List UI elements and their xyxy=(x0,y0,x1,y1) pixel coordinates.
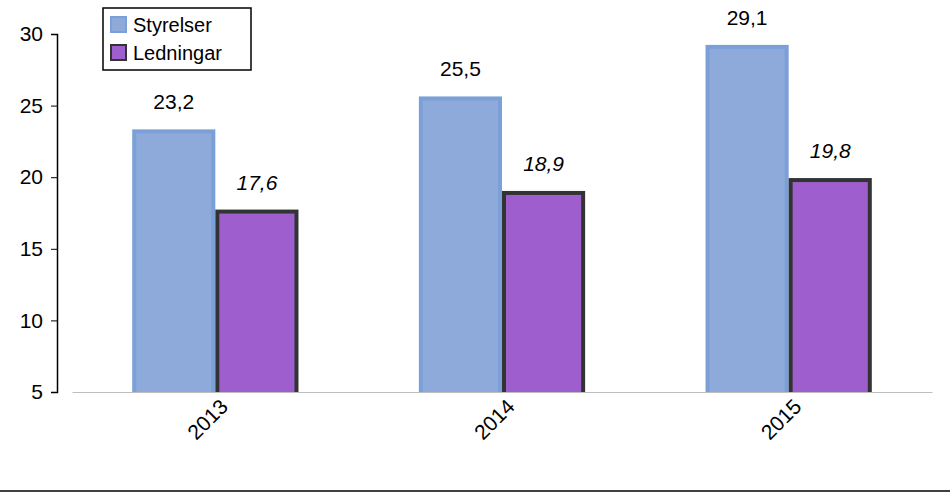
y-tick-mark xyxy=(51,320,57,321)
y-tick-mark xyxy=(51,34,57,35)
data-label: 17,6 xyxy=(236,171,277,194)
x-tick-label: 2013 xyxy=(183,395,232,444)
y-tick: 15 xyxy=(20,237,57,260)
legend-item: Styrelser xyxy=(111,14,212,36)
y-tick: 5 xyxy=(31,380,57,403)
y-tick: 20 xyxy=(20,165,57,188)
bar-series xyxy=(134,47,786,392)
bar xyxy=(217,212,296,392)
bar xyxy=(421,98,500,392)
y-tick-mark xyxy=(51,392,57,393)
y-tick-label: 15 xyxy=(20,237,43,260)
y-tick-label: 20 xyxy=(20,165,43,188)
y-tick-mark xyxy=(51,106,57,107)
legend-label: Ledningar xyxy=(133,42,222,64)
data-label: 18,9 xyxy=(523,152,564,175)
x-tick: 2015 xyxy=(756,392,805,444)
y-tick-mark xyxy=(51,249,57,250)
legend: Styrelser Ledningar xyxy=(103,8,251,70)
data-label: 19,8 xyxy=(810,139,851,162)
x-tick: 2013 xyxy=(183,392,232,444)
y-axis-line xyxy=(51,35,58,393)
legend-item: Ledningar xyxy=(111,42,222,64)
legend-swatch xyxy=(111,45,126,60)
y-tick: 25 xyxy=(20,94,57,117)
legend-box xyxy=(103,8,251,70)
data-label: 23,2 xyxy=(153,90,194,113)
legend-swatch xyxy=(111,17,126,32)
bar xyxy=(791,180,870,392)
bars xyxy=(134,47,870,392)
y-tick-label: 30 xyxy=(20,22,43,45)
x-axis: 2013 2014 2015 xyxy=(73,392,933,444)
frame-line xyxy=(0,490,950,492)
y-tick: 30 xyxy=(20,22,57,45)
y-tick-label: 5 xyxy=(31,380,43,403)
legend-label: Styrelser xyxy=(133,14,212,36)
data-labels: 23,2 25,5 29,1 17,6 18,9 19,8 xyxy=(153,6,851,194)
y-tick: 10 xyxy=(20,309,57,332)
y-tick-label: 25 xyxy=(20,94,43,117)
x-tick-label: 2015 xyxy=(756,395,805,444)
chart-svg: 23,225,529,117,618,919,85101520253020132… xyxy=(0,0,950,503)
data-label: 29,1 xyxy=(727,6,768,29)
bar-series xyxy=(217,180,869,392)
bar xyxy=(504,193,583,392)
bar xyxy=(708,47,787,392)
chart-container: 23,225,529,117,618,919,85101520253020132… xyxy=(0,0,950,503)
y-tick-mark xyxy=(51,177,57,178)
y-axis: 5 10 15 20 25 30 xyxy=(20,22,58,403)
x-tick: 2014 xyxy=(470,392,520,444)
y-tick-label: 10 xyxy=(20,309,43,332)
data-label: 25,5 xyxy=(440,57,481,80)
bar xyxy=(134,131,213,392)
x-tick-label: 2014 xyxy=(470,394,520,444)
x-axis-line xyxy=(73,392,933,393)
